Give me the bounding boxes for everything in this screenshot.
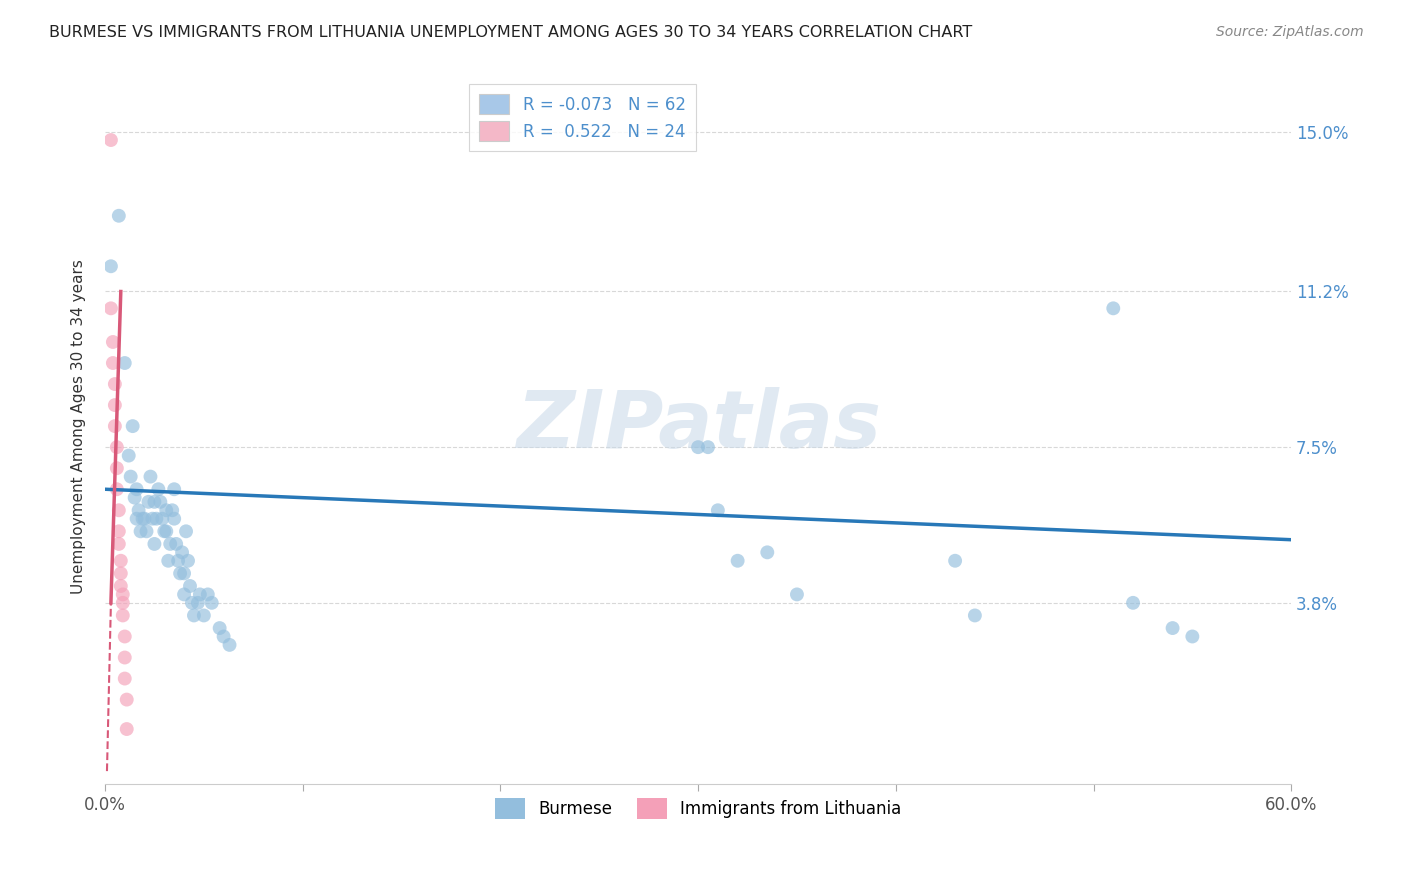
Point [108,524,131,539]
Point [108,503,131,517]
Point [169,566,191,581]
Legend: Burmese, Immigrants from Lithuania: Burmese, Immigrants from Lithuania [488,792,908,825]
Point [727,554,749,568]
Point [197,587,219,601]
Point [174,524,197,539]
Point [1181,630,1204,644]
Point [179,579,201,593]
Point [167,554,190,568]
Point [163,482,186,496]
Point [159,537,181,551]
Point [143,537,166,551]
Point [100,133,122,147]
Point [756,545,779,559]
Point [943,554,966,568]
Point [105,461,128,475]
Point [114,630,136,644]
Point [101,334,124,349]
Point [138,495,160,509]
Point [110,554,132,568]
Point [104,398,127,412]
Point [183,608,205,623]
Text: Source: ZipAtlas.com: Source: ZipAtlas.com [1216,25,1364,39]
Point [188,587,211,601]
Point [131,511,153,525]
Point [110,579,132,593]
Point [100,301,122,316]
Point [165,537,187,551]
Point [135,524,157,539]
Point [155,503,177,517]
Point [218,638,240,652]
Point [115,692,138,706]
Point [201,596,224,610]
Point [104,419,127,434]
Point [208,621,231,635]
Point [697,440,720,454]
Point [193,608,215,623]
Point [148,482,170,496]
Point [124,491,146,505]
Point [177,554,200,568]
Point [173,566,195,581]
Point [150,511,173,525]
Point [114,672,136,686]
Point [118,449,141,463]
Text: ZIPatlas: ZIPatlas [516,387,880,465]
Point [114,650,136,665]
Point [108,537,131,551]
Point [141,511,163,525]
Point [134,511,156,525]
Point [115,722,138,736]
Point [149,495,172,509]
Point [153,524,176,539]
Point [108,209,131,223]
Point [172,545,194,559]
Point [145,511,167,525]
Point [100,259,122,273]
Point [1122,596,1144,610]
Point [160,503,183,517]
Point [114,356,136,370]
Point [128,503,150,517]
Point [155,524,177,539]
Point [139,469,162,483]
Point [105,482,128,496]
Point [786,587,808,601]
Point [129,524,152,539]
Point [187,596,209,610]
Point [120,469,142,483]
Point [157,554,180,568]
Point [1102,301,1125,316]
Point [688,440,710,454]
Point [181,596,204,610]
Point [104,377,127,392]
Point [163,511,186,525]
Point [105,440,128,454]
Point [707,503,730,517]
Point [110,566,132,581]
Point [963,608,986,623]
Point [173,587,195,601]
Point [212,630,235,644]
Point [111,587,134,601]
Point [125,511,148,525]
Point [125,482,148,496]
Point [1161,621,1184,635]
Point [111,608,134,623]
Y-axis label: Unemployment Among Ages 30 to 34 years: Unemployment Among Ages 30 to 34 years [72,259,86,593]
Point [143,495,166,509]
Point [111,596,134,610]
Point [121,419,143,434]
Point [101,356,124,370]
Text: BURMESE VS IMMIGRANTS FROM LITHUANIA UNEMPLOYMENT AMONG AGES 30 TO 34 YEARS CORR: BURMESE VS IMMIGRANTS FROM LITHUANIA UNE… [49,25,973,40]
